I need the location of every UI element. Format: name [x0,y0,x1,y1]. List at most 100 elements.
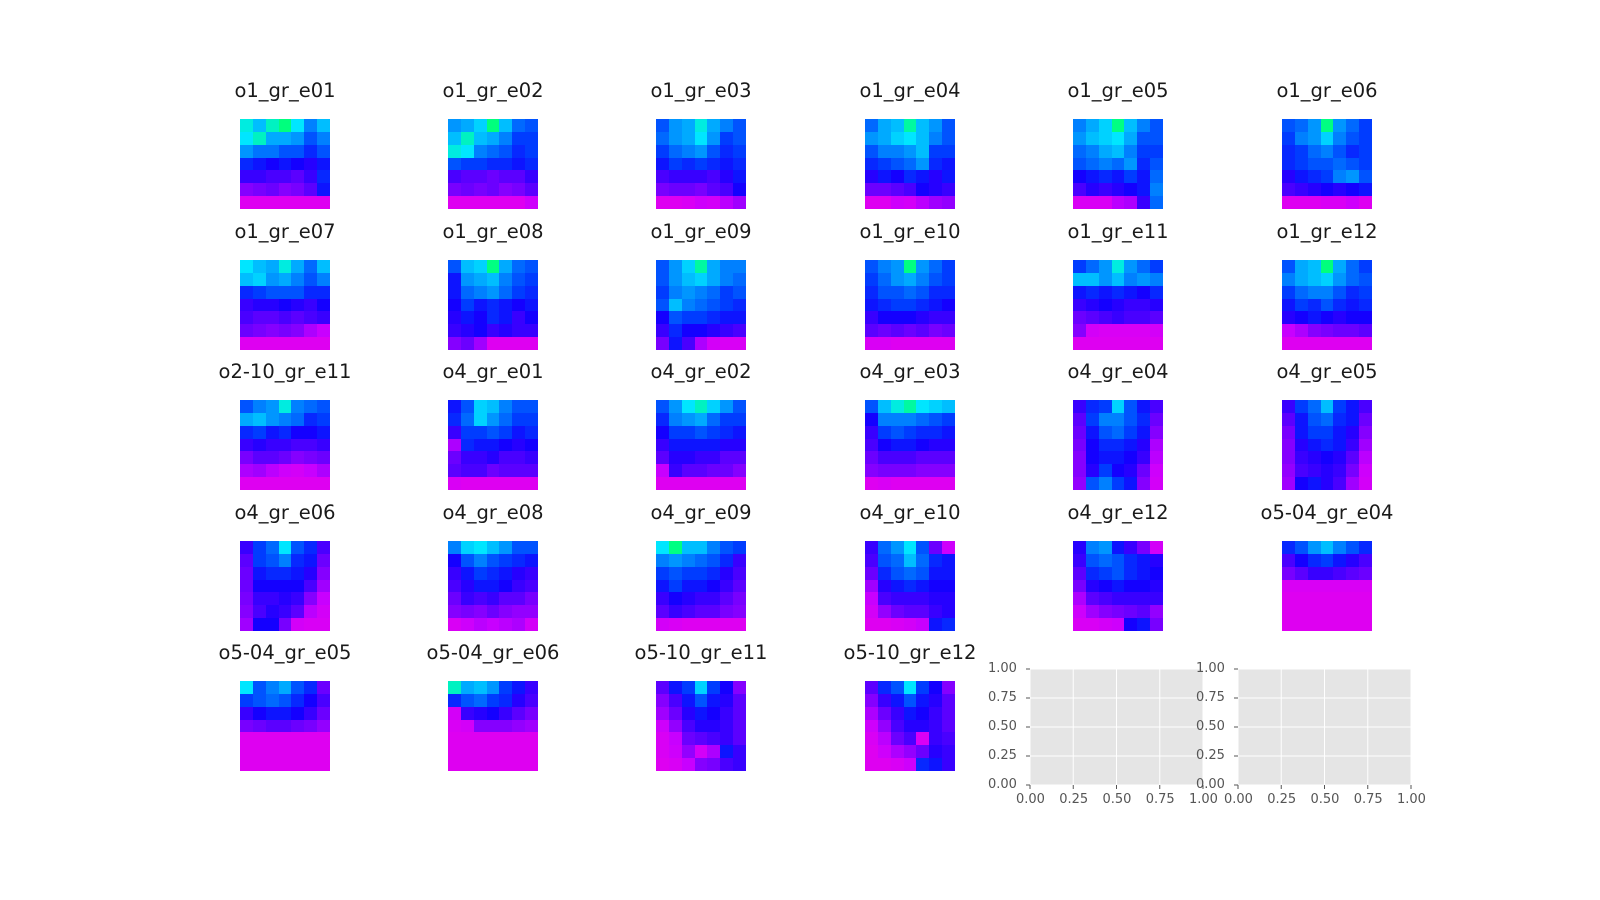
heatmap-cell [929,298,943,312]
heatmap-cell [278,400,292,413]
heatmap-cell [240,311,253,325]
heatmap-cell [1111,400,1125,413]
heatmap-cell [1320,311,1334,325]
heatmap-cell [916,758,930,771]
heatmap-cell [1346,451,1360,465]
heatmap-cell [304,311,318,325]
heatmap-cell [525,183,538,197]
heatmap-cell [278,144,292,158]
heatmap-cell [929,425,943,439]
heatmap-cell [473,451,487,465]
heatmap-cell [916,260,930,273]
heatmap-cell [865,170,878,184]
heatmap-cell [265,196,279,209]
heatmap-cell [942,272,955,286]
panel-title: o1_gr_e03 [650,79,752,102]
heatmap-cell [1320,157,1334,171]
heatmap-cell [942,400,955,413]
heatmap-cell [929,131,943,145]
heatmap-cell [733,144,746,158]
heatmap-cell [733,553,746,567]
heatmap-cell [240,285,253,299]
heatmap-cell [460,260,474,273]
heatmap-cell [877,745,891,759]
heatmap-cell [1124,311,1138,325]
heatmap-cell [499,758,513,771]
heatmap-cell [668,425,682,439]
heatmap-cell [512,144,526,158]
heatmap-cell [1098,438,1112,452]
heatmap-cell [499,260,513,273]
heatmap-cell [265,298,279,312]
heatmap-cell [499,196,513,209]
heatmap-cell [499,170,513,184]
heatmap-cell [668,579,682,593]
heatmap-cell [240,260,253,273]
heatmap-cell [890,706,904,720]
x-tick-label: 0.75 [1145,792,1175,807]
heatmap-cell [694,337,708,350]
heatmap-cell [1150,324,1163,338]
heatmap-cell [448,425,461,439]
heatmap-cell [1294,451,1308,465]
heatmap-cell [278,592,292,606]
heatmap-cell [733,758,746,771]
heatmap-cell [877,285,891,299]
heatmap-cell [278,566,292,580]
heatmap-cell [317,477,330,490]
heatmap-cell [1085,298,1099,312]
heatmap-cell [1085,541,1099,554]
heatmap-cell [733,324,746,338]
heatmap-cell [1098,298,1112,312]
heatmap-cell [668,119,682,132]
heatmap-cell [1073,260,1086,273]
heatmap-cell [890,477,904,490]
heatmap-cell [1282,451,1295,465]
heatmap-cell [1111,298,1125,312]
heatmap-cell [486,477,500,490]
heatmap-cell [942,170,955,184]
heatmap-cell [304,119,318,132]
heatmap-cell [317,758,330,771]
heatmap-cell [252,592,266,606]
heatmap-cell [916,425,930,439]
heatmap-cell [1346,324,1360,338]
heatmap-cell [525,425,538,439]
heatmap-panel [656,260,746,350]
heatmap-cell [317,131,330,145]
heatmap-cell [460,400,474,413]
panel-title: o4_gr_e12 [1067,501,1169,524]
heatmap-cell [733,706,746,720]
heatmap-cell [1307,311,1321,325]
heatmap-cell [448,157,461,171]
heatmap-cell [1333,183,1347,197]
heatmap-cell [1111,566,1125,580]
heatmap-cell [448,745,461,759]
heatmap-cell [942,324,955,338]
heatmap-cell [707,605,721,619]
heatmap-cell [890,758,904,771]
heatmap-cell [1098,196,1112,209]
heatmap-cell [668,451,682,465]
heatmap-cell [1098,566,1112,580]
heatmap-cell [707,260,721,273]
heatmap-cell [694,272,708,286]
heatmap-cell [473,183,487,197]
heatmap-cell [1085,311,1099,325]
heatmap-cell [929,553,943,567]
heatmap-cell [1111,324,1125,338]
heatmap-cell [473,745,487,759]
heatmap-cell [291,260,305,273]
heatmap-cell [1346,170,1360,184]
heatmap-cell [1098,285,1112,299]
heatmap-cell [916,477,930,490]
heatmap-cell [1085,119,1099,132]
heatmap-cell [1282,579,1295,593]
heatmap-cell [929,693,943,707]
x-tick-label: 0.75 [1353,792,1383,807]
heatmap-cell [499,298,513,312]
heatmap-cell [1307,272,1321,286]
heatmap-cell [733,681,746,694]
heatmap-cell [499,605,513,619]
heatmap-cell [512,477,526,490]
